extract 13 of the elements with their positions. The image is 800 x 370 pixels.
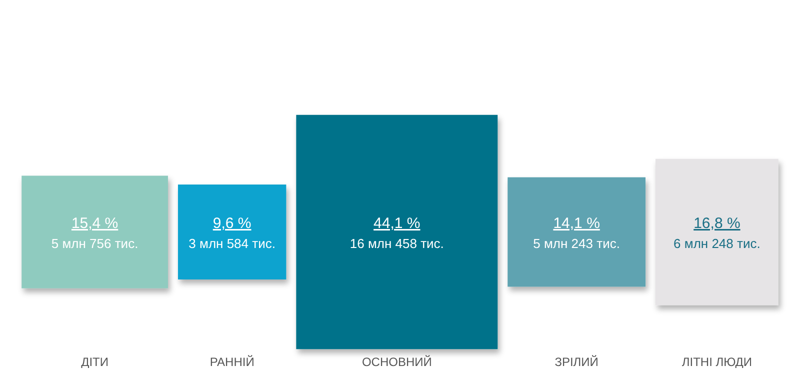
data-label: 15,4 % [71,215,118,232]
text: 5 млн 756 тис. [51,236,138,251]
category-label: РАННІЙ [210,355,254,369]
data-label: 14,1 % [553,215,600,232]
text: 6 млн 248 тис. [674,236,760,251]
data-label: 9,6 % [212,215,252,232]
text: 5 млн 243 тис. [533,236,620,251]
data-label: 44,1 % [374,215,420,232]
category-label: ЗРІЛИЙ [554,355,598,369]
data-label: 16,8 % [694,215,740,232]
text: 16 млн 458 тис. [350,236,444,251]
text: 3 млн 584 тис. [188,236,276,251]
category-label: ОСНОВНИЙ [362,355,432,369]
